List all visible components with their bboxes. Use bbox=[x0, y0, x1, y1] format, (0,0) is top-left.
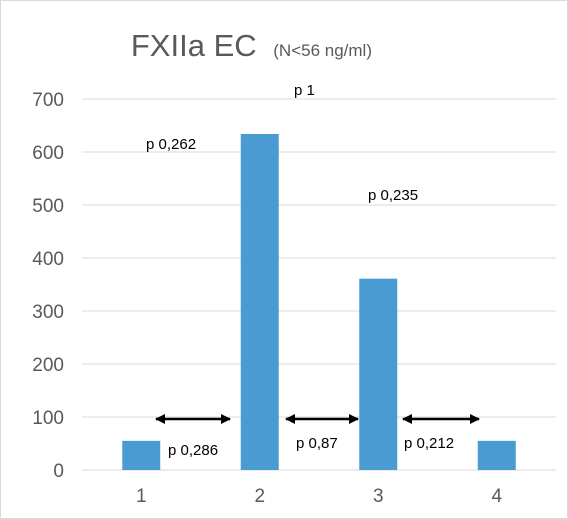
y-axis-ticks: 0 100 200 300 400 500 600 700 bbox=[32, 90, 64, 482]
chart-title: FXIIa EC (N<56 ng/ml) bbox=[131, 28, 372, 63]
y-tick-label: 700 bbox=[32, 90, 64, 111]
y-tick-label: 0 bbox=[53, 461, 64, 482]
bar-3 bbox=[359, 278, 398, 470]
x-tick-label: 4 bbox=[491, 486, 502, 507]
p-value-top: p 1 bbox=[294, 82, 315, 99]
y-tick-label: 600 bbox=[32, 143, 64, 164]
x-tick-label: 3 bbox=[373, 486, 384, 507]
chart-title-main: FXIIa EC bbox=[131, 28, 257, 63]
x-axis-ticks: 1 2 3 4 bbox=[136, 486, 503, 507]
y-tick-label: 400 bbox=[32, 249, 64, 270]
x-tick-label: 2 bbox=[254, 486, 265, 507]
y-tick-label: 300 bbox=[32, 302, 64, 323]
p-value-bar2-bar3: p 0,235 bbox=[368, 187, 418, 204]
p-value-arrow-2-3: p 0,87 bbox=[296, 435, 338, 452]
bar-2 bbox=[240, 133, 279, 471]
chart-subtitle: (N<56 ng/ml) bbox=[273, 41, 372, 60]
p-value-arrow-3-4: p 0,212 bbox=[404, 435, 454, 452]
p-value-arrow-1-2: p 0,286 bbox=[168, 442, 218, 459]
x-tick-label: 1 bbox=[136, 486, 147, 507]
y-tick-label: 200 bbox=[32, 355, 64, 376]
y-tick-label: 100 bbox=[32, 408, 64, 429]
bar-4 bbox=[477, 440, 516, 470]
y-tick-label: 500 bbox=[32, 196, 64, 217]
gridlines bbox=[82, 98, 556, 471]
bars bbox=[122, 133, 516, 471]
bar-1 bbox=[122, 440, 161, 470]
p-value-bar1-bar2: p 0,262 bbox=[146, 136, 196, 153]
